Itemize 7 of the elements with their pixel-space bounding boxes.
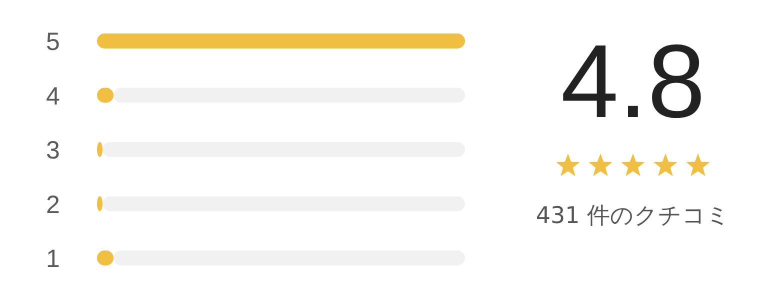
text: 4.8: [560, 24, 706, 140]
y-tick-label: 5: [46, 28, 60, 56]
y-tick-label: 2: [46, 190, 60, 219]
y-tick-label: 3: [46, 136, 60, 164]
y-tick-label: 1: [46, 245, 60, 273]
y-tick-label: 4: [46, 82, 60, 110]
text: 431 件のクチコミ: [536, 203, 730, 229]
